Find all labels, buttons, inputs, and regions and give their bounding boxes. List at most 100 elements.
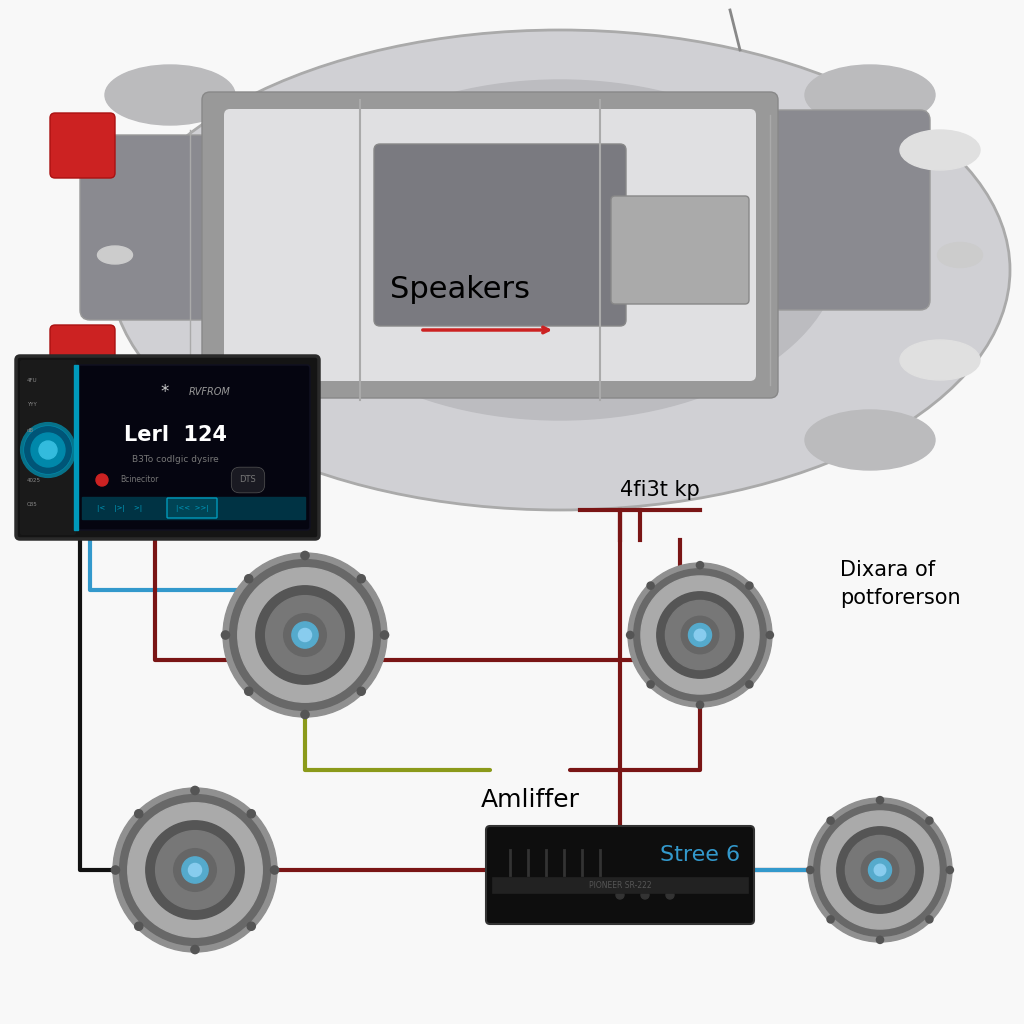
Text: 4025: 4025 <box>27 477 41 482</box>
Text: dB: dB <box>27 427 34 432</box>
Circle shape <box>634 568 766 701</box>
Circle shape <box>868 858 892 882</box>
Circle shape <box>946 866 953 873</box>
Circle shape <box>666 891 674 899</box>
FancyBboxPatch shape <box>611 196 749 304</box>
Circle shape <box>190 945 199 953</box>
FancyBboxPatch shape <box>50 325 115 390</box>
Circle shape <box>229 559 381 711</box>
FancyBboxPatch shape <box>20 360 76 535</box>
Ellipse shape <box>938 243 982 267</box>
Circle shape <box>120 795 270 945</box>
Circle shape <box>837 826 924 913</box>
Circle shape <box>245 574 253 583</box>
Circle shape <box>647 681 654 688</box>
Text: Amliffer: Amliffer <box>480 788 580 812</box>
Circle shape <box>238 567 373 702</box>
Circle shape <box>827 817 835 824</box>
Circle shape <box>827 915 835 923</box>
Circle shape <box>681 616 719 653</box>
Circle shape <box>627 632 634 639</box>
Circle shape <box>265 596 344 675</box>
FancyBboxPatch shape <box>77 365 310 530</box>
Circle shape <box>188 863 202 877</box>
Text: C85: C85 <box>27 503 38 508</box>
Circle shape <box>247 810 255 818</box>
Circle shape <box>745 582 753 589</box>
Ellipse shape <box>805 65 935 125</box>
Circle shape <box>256 586 354 684</box>
Ellipse shape <box>97 246 132 264</box>
Ellipse shape <box>805 410 935 470</box>
Circle shape <box>128 803 262 937</box>
Text: YYY: YYY <box>27 402 37 408</box>
Circle shape <box>247 923 255 931</box>
Text: Dixara of
potforerson: Dixara of potforerson <box>840 560 961 608</box>
Circle shape <box>112 866 120 874</box>
Circle shape <box>135 810 143 818</box>
Circle shape <box>284 613 327 656</box>
Circle shape <box>357 687 366 695</box>
Circle shape <box>616 891 624 899</box>
Ellipse shape <box>280 80 840 420</box>
FancyBboxPatch shape <box>50 113 115 178</box>
Text: Bcinecitor: Bcinecitor <box>120 475 159 484</box>
Circle shape <box>174 849 216 891</box>
Circle shape <box>861 851 899 889</box>
Bar <box>74 365 78 530</box>
Circle shape <box>301 551 309 559</box>
Circle shape <box>821 811 939 929</box>
Circle shape <box>24 426 72 474</box>
Ellipse shape <box>105 65 234 125</box>
Circle shape <box>926 817 933 824</box>
Circle shape <box>688 624 712 646</box>
Text: 4FU: 4FU <box>27 378 38 383</box>
Circle shape <box>628 563 772 707</box>
Circle shape <box>696 701 703 709</box>
Circle shape <box>190 786 199 795</box>
Circle shape <box>656 592 743 678</box>
Circle shape <box>156 830 234 909</box>
Text: RVFROM: RVFROM <box>189 387 230 397</box>
Text: |<<  >>|: |<< >>| <box>176 505 208 512</box>
FancyBboxPatch shape <box>167 498 217 518</box>
Circle shape <box>814 804 946 936</box>
Circle shape <box>647 582 654 589</box>
Circle shape <box>182 857 208 883</box>
Circle shape <box>301 711 309 719</box>
Ellipse shape <box>105 410 234 470</box>
Text: 4fi3t kp: 4fi3t kp <box>620 480 699 500</box>
Circle shape <box>113 788 278 952</box>
Circle shape <box>808 798 952 942</box>
Circle shape <box>135 923 143 931</box>
Text: Lerl  124: Lerl 124 <box>124 425 226 445</box>
Circle shape <box>298 629 311 642</box>
FancyBboxPatch shape <box>80 135 210 319</box>
Text: DTS: DTS <box>240 475 256 484</box>
Circle shape <box>696 561 703 568</box>
Ellipse shape <box>900 130 980 170</box>
Circle shape <box>666 600 734 670</box>
Circle shape <box>807 866 814 873</box>
Circle shape <box>745 681 753 688</box>
Ellipse shape <box>110 30 1010 510</box>
Circle shape <box>292 622 318 648</box>
Text: *: * <box>161 383 169 401</box>
Circle shape <box>877 936 884 943</box>
FancyBboxPatch shape <box>374 144 626 326</box>
Circle shape <box>641 891 649 899</box>
Circle shape <box>926 915 933 923</box>
Circle shape <box>357 574 366 583</box>
FancyBboxPatch shape <box>224 109 756 381</box>
FancyBboxPatch shape <box>202 92 778 398</box>
Circle shape <box>145 821 244 920</box>
Text: B3To codlgic dysire: B3To codlgic dysire <box>132 456 218 465</box>
Circle shape <box>221 631 229 639</box>
Circle shape <box>31 433 65 467</box>
FancyBboxPatch shape <box>486 826 754 924</box>
Circle shape <box>39 441 57 459</box>
Circle shape <box>270 866 279 874</box>
Text: Stree 6: Stree 6 <box>660 845 740 865</box>
Circle shape <box>694 629 706 641</box>
Circle shape <box>245 687 253 695</box>
